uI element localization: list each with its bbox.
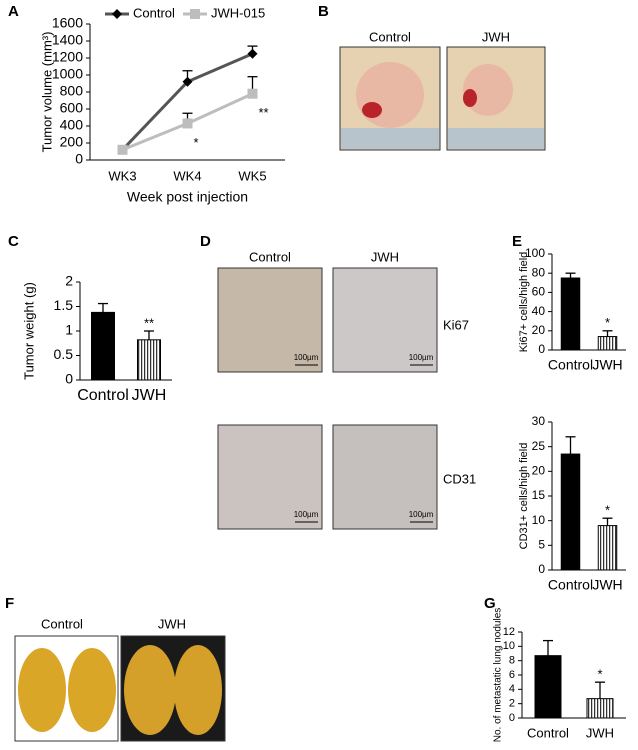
y-tick-label: 10 [532, 513, 546, 527]
y-tick-label: 200 [60, 134, 84, 150]
y-tick-label: 0 [538, 342, 545, 356]
y-tick-label: 20 [532, 323, 546, 337]
scale-bar-label: 100µm [409, 510, 434, 519]
bar [137, 339, 161, 381]
y-tick-label: 1600 [52, 15, 83, 31]
y-tick-label: 15 [532, 488, 546, 502]
panel-letter: E [512, 233, 522, 250]
marker [182, 76, 193, 87]
significance: * [597, 667, 602, 682]
bar [534, 655, 562, 719]
y-tick-label: 60 [532, 285, 546, 299]
legend-marker [190, 9, 200, 19]
image-caption: Control [249, 249, 291, 264]
panel-letter: D [200, 233, 211, 250]
x-tick-label: Control [77, 387, 129, 404]
legend-label: JWH-015 [211, 5, 265, 20]
y-axis-label: No. of metastatic lung nodules [493, 608, 504, 743]
scale-bar-label: 100µm [409, 353, 434, 362]
panel-letter: B [318, 3, 329, 20]
x-tick-label: JWH [592, 357, 622, 373]
panel-letter: A [8, 3, 19, 20]
y-tick-label: 0 [75, 151, 83, 167]
y-tick-label: 1.5 [54, 297, 74, 313]
x-tick-label: WK5 [238, 168, 266, 183]
significance: * [194, 135, 199, 150]
y-tick-label: 0 [65, 371, 73, 387]
panel-letter: G [484, 595, 496, 612]
y-tick-label: 25 [532, 439, 546, 453]
bar [597, 525, 618, 571]
marker [182, 118, 193, 129]
marker [117, 144, 128, 155]
y-tick-label: 0.5 [54, 346, 74, 362]
y-tick-label: 1 [65, 322, 73, 338]
image-caption: JWH [482, 29, 510, 44]
bar [560, 453, 581, 571]
y-tick-label: 0 [538, 562, 545, 576]
significance: * [605, 503, 610, 518]
y-tick-label: 20 [532, 464, 546, 478]
x-axis-label: Week post injection [127, 189, 248, 205]
y-tick-label: 2 [509, 698, 515, 710]
panel-letter: F [5, 595, 14, 612]
y-axis-label: Ki67+ cells/high field [518, 252, 530, 353]
row-label: CD31 [443, 471, 476, 486]
x-tick-label: Control [548, 357, 593, 373]
y-tick-label: 1000 [52, 66, 83, 82]
y-tick-label: 6 [509, 669, 515, 681]
significance: * [605, 315, 610, 330]
significance: ** [259, 105, 269, 120]
row-label: Ki67 [443, 317, 469, 332]
x-tick-label: Control [548, 577, 593, 593]
bar [586, 698, 614, 719]
marker [247, 88, 258, 99]
marker [247, 48, 258, 59]
y-tick-label: 10 [503, 640, 515, 652]
legend-label: Control [133, 5, 175, 20]
y-axis-label: Tumor weight (g) [21, 282, 36, 380]
bar [91, 311, 115, 381]
x-tick-label: JWH [132, 387, 167, 404]
y-tick-label: 100 [525, 246, 545, 260]
scale-bar-label: 100µm [294, 510, 319, 519]
significance: ** [144, 315, 154, 330]
y-tick-label: 2 [65, 273, 73, 289]
scale-bar-label: 100µm [294, 353, 319, 362]
bar [597, 336, 618, 351]
x-tick-label: JWH [586, 725, 614, 740]
y-axis-label: Tumor volume (mm³) [39, 32, 54, 153]
x-tick-label: WK3 [108, 168, 136, 183]
y-tick-label: 12 [503, 626, 515, 638]
tumor-photo [339, 46, 441, 151]
y-tick-label: 1200 [52, 49, 83, 65]
x-tick-label: JWH [592, 577, 622, 593]
y-tick-label: 0 [509, 712, 515, 724]
y-tick-label: 800 [60, 83, 84, 99]
x-tick-label: Control [527, 725, 569, 740]
y-tick-label: 400 [60, 117, 84, 133]
image-caption: Control [41, 616, 83, 631]
y-tick-label: 8 [509, 655, 515, 667]
bar [560, 277, 581, 351]
x-tick-label: WK4 [173, 168, 201, 183]
y-tick-label: 80 [532, 265, 546, 279]
y-tick-label: 600 [60, 100, 84, 116]
y-tick-label: 30 [532, 414, 546, 428]
y-axis-label: CD31+ cells/high field [518, 443, 530, 550]
panel-letter: C [8, 233, 19, 250]
y-tick-label: 1400 [52, 32, 83, 48]
y-tick-label: 5 [538, 538, 545, 552]
legend-marker [112, 9, 122, 19]
image-caption: Control [369, 29, 411, 44]
image-caption: JWH [371, 249, 399, 264]
y-tick-label: 4 [509, 683, 515, 695]
tumor-photo [446, 46, 546, 151]
histology-image [217, 267, 438, 530]
lung-photo [14, 635, 226, 742]
y-tick-label: 40 [532, 304, 546, 318]
image-caption: JWH [158, 616, 186, 631]
